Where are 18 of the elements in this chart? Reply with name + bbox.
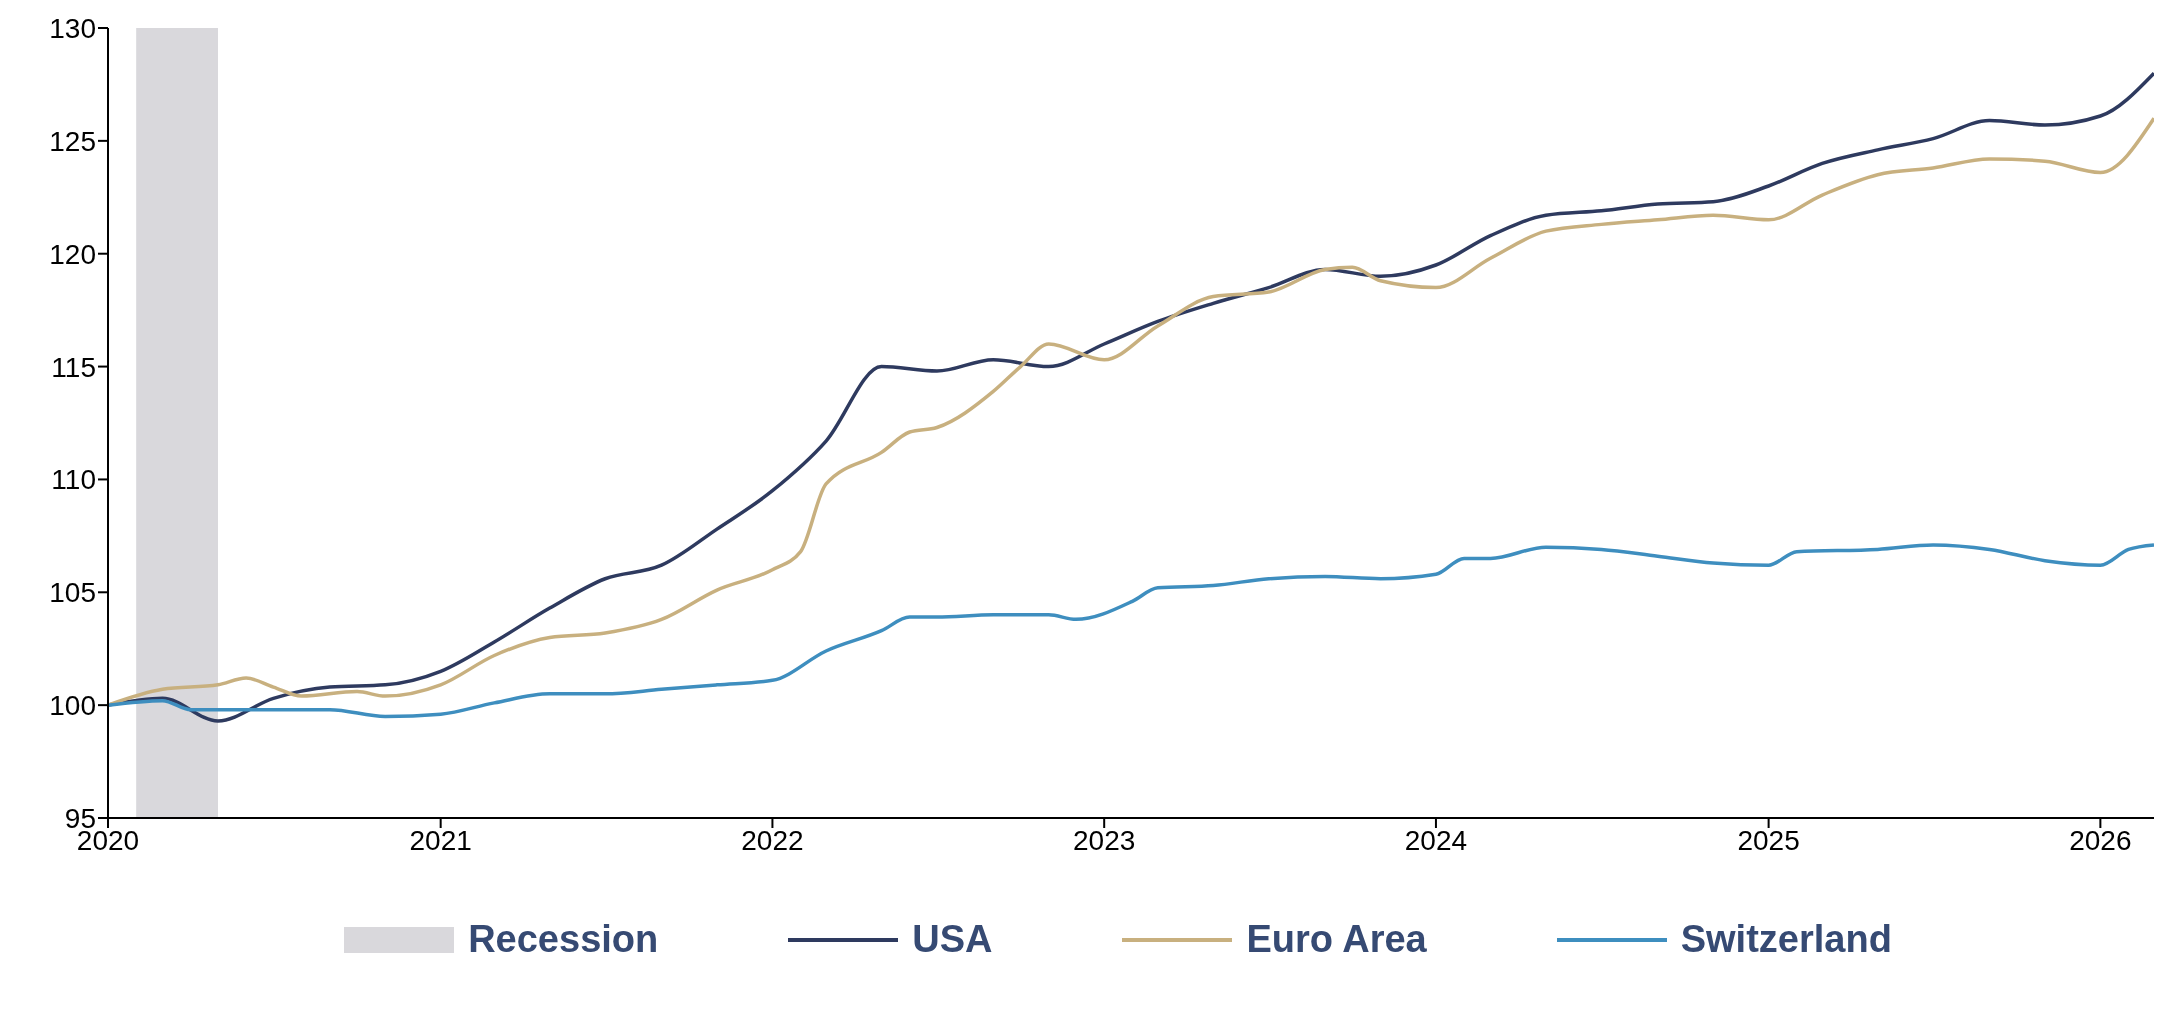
legend-label: USA — [912, 918, 993, 961]
y-tick-label: 110 — [51, 464, 96, 496]
x-tick-label: 2025 — [1737, 824, 1800, 856]
legend-label: Euro Area — [1246, 918, 1427, 961]
x-tick-label: 2026 — [2069, 824, 2132, 856]
y-tick-label: 125 — [49, 125, 96, 157]
x-tick-label: 2021 — [409, 824, 472, 856]
x-tick-label: 2023 — [1073, 824, 1136, 856]
y-tick-label: 130 — [49, 12, 96, 44]
y-tick-label: 105 — [49, 577, 96, 609]
y-tick-label: 120 — [49, 238, 96, 270]
x-tick-label: 2022 — [741, 824, 804, 856]
legend-label: Recession — [468, 918, 659, 961]
line-series — [108, 543, 2154, 719]
y-tick-label: 115 — [51, 351, 96, 383]
legend-label: Switzerland — [1680, 918, 1892, 961]
y-tick-label: 100 — [49, 690, 96, 722]
x-tick-label: 2024 — [1404, 824, 1468, 856]
